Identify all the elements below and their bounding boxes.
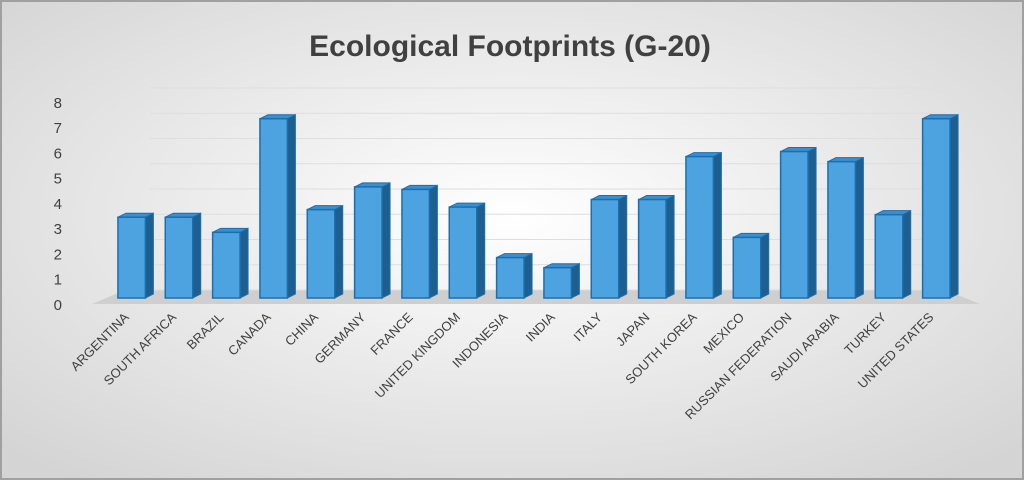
bar-side xyxy=(428,184,438,299)
bar xyxy=(874,213,904,299)
bar xyxy=(921,117,951,299)
y-tick-label: 7 xyxy=(54,120,62,137)
y-tick-label: 1 xyxy=(54,272,62,289)
bar-side xyxy=(665,194,675,299)
y-tick-label: 4 xyxy=(54,196,62,213)
bar xyxy=(259,117,289,299)
bar xyxy=(543,266,573,299)
bar-side xyxy=(618,194,628,299)
bar-side xyxy=(902,209,912,299)
bar xyxy=(779,150,809,299)
bar xyxy=(117,216,147,299)
bar xyxy=(495,256,525,299)
bar xyxy=(211,231,241,299)
y-tick-label: 0 xyxy=(54,297,62,314)
chart-title: Ecological Footprints (G-20) xyxy=(309,30,711,63)
bar-side xyxy=(239,227,249,299)
bar-side xyxy=(712,151,722,299)
bar-side xyxy=(523,252,533,299)
bar xyxy=(637,198,667,299)
bar xyxy=(448,206,478,299)
bar-side xyxy=(807,146,817,299)
bar xyxy=(401,188,431,299)
y-tick-label: 8 xyxy=(54,95,62,112)
bar xyxy=(164,216,194,299)
bar-side xyxy=(476,202,486,299)
bar-side xyxy=(192,212,202,299)
bar-side xyxy=(286,113,296,299)
y-tick-label: 2 xyxy=(54,246,62,263)
y-tick-label: 5 xyxy=(54,171,62,188)
bar-side xyxy=(334,204,344,299)
bar-side xyxy=(144,212,154,299)
bar xyxy=(590,198,620,299)
y-tick-label: 3 xyxy=(54,221,62,238)
bar-side xyxy=(760,232,770,299)
bar-side xyxy=(949,113,959,299)
bar xyxy=(827,160,857,299)
bar xyxy=(306,208,336,299)
bar xyxy=(685,155,715,299)
y-tick-label: 6 xyxy=(54,145,62,162)
bar-side xyxy=(570,262,580,299)
bar-side xyxy=(381,182,391,299)
bar xyxy=(732,236,762,299)
bar xyxy=(353,186,383,299)
bar-side xyxy=(854,156,864,299)
